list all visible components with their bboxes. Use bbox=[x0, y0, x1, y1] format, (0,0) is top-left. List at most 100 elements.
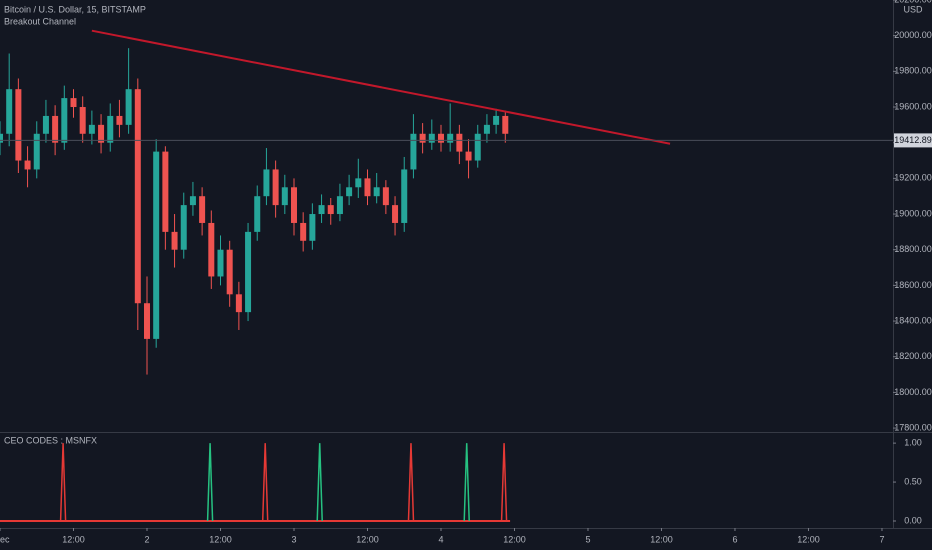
candle-body bbox=[263, 169, 270, 197]
candle-body bbox=[437, 133, 444, 143]
candle-body bbox=[143, 303, 150, 339]
candle-body bbox=[346, 187, 353, 197]
candle-body bbox=[456, 133, 463, 152]
y-tick-label: 18800.00 bbox=[894, 244, 932, 254]
candle-body bbox=[382, 187, 389, 206]
y-tick-label: 18200.00 bbox=[894, 351, 932, 361]
candle-body bbox=[428, 133, 435, 143]
x-tick-label: 5 bbox=[585, 534, 590, 544]
y-tick-label: 19000.00 bbox=[894, 208, 932, 218]
pane-title: CEO CODES : MSNFX bbox=[4, 435, 97, 445]
candle-body bbox=[235, 294, 242, 313]
candle-body bbox=[254, 196, 261, 232]
y-tick-label: 18400.00 bbox=[894, 315, 932, 325]
y-tick-label: 18600.00 bbox=[894, 280, 932, 290]
candle-body bbox=[502, 115, 509, 134]
x-tick-label: 12:00 bbox=[797, 534, 820, 544]
candle-body bbox=[483, 124, 490, 134]
candle-body bbox=[189, 196, 196, 206]
x-tick-label: 2 bbox=[144, 534, 149, 544]
candle-body bbox=[162, 151, 169, 232]
candle-body bbox=[401, 169, 408, 223]
candle-body bbox=[493, 115, 500, 125]
last-price-box bbox=[894, 133, 932, 148]
candle-body bbox=[98, 124, 105, 143]
candle-body bbox=[180, 205, 187, 250]
candle-body bbox=[33, 133, 40, 170]
y-tick-label: 18000.00 bbox=[894, 387, 932, 397]
x-tick-label: 3 bbox=[291, 534, 296, 544]
signal-spike bbox=[407, 443, 415, 522]
x-tick-label: 12:00 bbox=[503, 534, 526, 544]
trend-line bbox=[91, 29, 671, 145]
currency-label: USD bbox=[903, 4, 923, 14]
candle-body bbox=[134, 89, 141, 304]
candle-body bbox=[290, 187, 297, 223]
signal-spike bbox=[500, 443, 508, 522]
candle-body bbox=[392, 205, 399, 223]
candle-body bbox=[355, 178, 362, 188]
candle-body bbox=[474, 133, 481, 161]
candle-body bbox=[300, 222, 307, 241]
x-tick-label: ec bbox=[0, 534, 10, 544]
y-tick-label: 0.50 bbox=[904, 476, 922, 486]
candle-body bbox=[88, 124, 95, 134]
x-tick-label: 6 bbox=[732, 534, 737, 544]
signal-spike bbox=[463, 443, 470, 522]
signal-spike bbox=[261, 443, 269, 522]
signal-spike bbox=[59, 443, 67, 522]
y-tick-label: 0.00 bbox=[904, 515, 922, 525]
candle-body bbox=[52, 115, 59, 143]
y-tick-label: 1.00 bbox=[904, 437, 922, 447]
candle-body bbox=[107, 115, 114, 143]
x-tick-label: 7 bbox=[879, 534, 884, 544]
candle-body bbox=[364, 178, 371, 197]
y-tick-label: 19200.00 bbox=[894, 173, 932, 183]
candle-body bbox=[61, 98, 68, 143]
candle-body bbox=[373, 187, 380, 197]
candle-body bbox=[199, 196, 206, 223]
candle-body bbox=[217, 249, 224, 277]
y-tick-label: 17800.00 bbox=[894, 422, 932, 432]
candle-body bbox=[327, 205, 334, 215]
candle-body bbox=[245, 231, 252, 313]
candle-body bbox=[447, 133, 454, 143]
chart-title: Bitcoin / U.S. Dollar, 15, BITSTAMP bbox=[4, 4, 146, 14]
candle-body bbox=[171, 231, 178, 250]
candle-body bbox=[419, 133, 426, 143]
candle-body bbox=[0, 133, 3, 143]
candle-body bbox=[24, 160, 31, 170]
x-tick-label: 4 bbox=[438, 534, 443, 544]
candle-body bbox=[208, 222, 215, 277]
last-price-label: 19412.89 bbox=[894, 135, 932, 145]
x-tick-label: 12:00 bbox=[650, 534, 673, 544]
signal-spike bbox=[316, 443, 323, 522]
candle-body bbox=[125, 89, 132, 125]
candle-body bbox=[79, 107, 86, 134]
signal-spike bbox=[206, 443, 214, 522]
indicator-name: Breakout Channel bbox=[4, 16, 76, 26]
candle-body bbox=[281, 187, 288, 206]
candle-body bbox=[272, 169, 279, 206]
candle-body bbox=[465, 151, 472, 161]
candle-body bbox=[42, 115, 49, 134]
y-tick-label: 19600.00 bbox=[894, 101, 932, 111]
candle-body bbox=[309, 214, 316, 241]
x-tick-label: 12:00 bbox=[209, 534, 232, 544]
candle-body bbox=[336, 196, 343, 215]
candle-body bbox=[116, 115, 123, 125]
candle-body bbox=[226, 249, 233, 295]
candle-body bbox=[318, 205, 325, 215]
candle-body bbox=[15, 89, 22, 161]
candle-body bbox=[6, 89, 13, 134]
candle-body bbox=[410, 133, 417, 170]
y-tick-label: 19800.00 bbox=[894, 66, 932, 76]
candle-body bbox=[70, 98, 77, 108]
candle-body bbox=[153, 151, 160, 339]
x-tick-label: 12:00 bbox=[62, 534, 85, 544]
y-tick-label: 20200.00 bbox=[894, 0, 932, 4]
y-tick-label: 20000.00 bbox=[894, 30, 932, 40]
x-tick-label: 12:00 bbox=[356, 534, 379, 544]
